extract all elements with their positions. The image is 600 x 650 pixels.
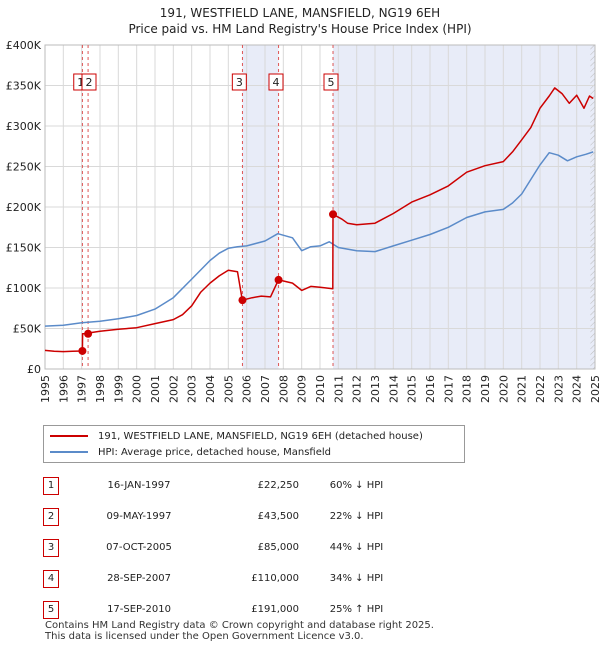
x-tick-label: 1998 [94, 375, 107, 403]
chart-title: 191, WESTFIELD LANE, MANSFIELD, NG19 6EH [160, 6, 440, 20]
sale-label-box [81, 73, 97, 91]
x-tick-label: 2001 [149, 375, 162, 403]
sales-table: 1 16-JAN-1997 £22,250 60% ↓ HPI 2 09-MAY… [43, 470, 414, 625]
sale-number-badge: 3 [43, 538, 59, 557]
sale-date: 28-SEP-2007 [107, 573, 171, 584]
x-tick-label: 2013 [369, 375, 382, 403]
sale-point [274, 275, 283, 284]
sale-hpi-diff: 60% ↓ HPI [329, 480, 384, 491]
sale-point [84, 329, 93, 338]
y-tick-label: £150K [6, 242, 42, 255]
table-row: 3 07-OCT-2005 £85,000 44% ↓ HPI [43, 532, 414, 563]
x-tick-label: 2007 [259, 375, 272, 403]
table-row: 1 16-JAN-1997 £22,250 60% ↓ HPI [43, 470, 414, 501]
x-tick-label: 2018 [461, 375, 474, 403]
x-tick-label: 2021 [516, 375, 529, 403]
x-tick-label: 2010 [314, 375, 327, 403]
table-row: 4 28-SEP-2007 £110,000 34% ↓ HPI [43, 563, 414, 594]
x-tick-label: 2004 [204, 375, 217, 403]
sale-label-number: 2 [86, 76, 93, 89]
sale-number-badge: 4 [43, 569, 59, 588]
x-tick-label: 2000 [131, 375, 144, 403]
sale-number-badge: 1 [43, 476, 59, 495]
price-chart: 191, WESTFIELD LANE, MANSFIELD, NG19 6EH… [6, 6, 600, 403]
x-tick-label: 2005 [222, 375, 235, 403]
y-tick-label: £200K [6, 201, 42, 214]
sale-date: 16-JAN-1997 [107, 480, 171, 491]
legend: 191, WESTFIELD LANE, MANSFIELD, NG19 6EH… [43, 425, 465, 463]
hpi-line [44, 151, 594, 327]
sale-label-number: 4 [273, 76, 280, 89]
x-tick-label: 2019 [479, 375, 492, 403]
y-tick-label: £50K [13, 323, 42, 336]
sale-point [329, 210, 338, 219]
property-price-line [44, 87, 594, 353]
sale-hpi-diff: 22% ↓ HPI [329, 511, 384, 522]
x-tick-label: 2023 [552, 375, 565, 403]
chart-subtitle: Price paid vs. HM Land Registry's House … [128, 22, 471, 36]
x-tick-label: 1996 [57, 375, 70, 403]
legend-label-hpi: HPI: Average price, detached house, Mans… [98, 446, 331, 458]
sale-hpi-diff: 25% ↑ HPI [329, 604, 384, 615]
legend-swatch-property [50, 435, 88, 437]
x-tick-label: 2017 [442, 375, 455, 403]
x-tick-label: 2008 [277, 375, 290, 403]
sale-point [78, 346, 87, 355]
x-tick-label: 2006 [241, 375, 254, 403]
sale-price: £85,000 [257, 542, 299, 553]
x-tick-label: 2020 [497, 375, 510, 403]
sale-number-badge: 5 [43, 600, 59, 619]
sale-date: 09-MAY-1997 [106, 511, 172, 522]
sale-price: £43,500 [257, 511, 299, 522]
sale-label-box [268, 73, 284, 91]
legend-item-property: 191, WESTFIELD LANE, MANSFIELD, NG19 6EH… [50, 428, 423, 444]
sale-label-box [231, 73, 247, 91]
sale-date: 07-OCT-2005 [106, 542, 172, 553]
plot-border [44, 44, 596, 370]
sale-price: £22,250 [257, 480, 299, 491]
x-tick-label: 2024 [571, 375, 584, 403]
sale-label-number: 5 [328, 76, 335, 89]
y-tick-label: £250K [6, 161, 42, 174]
sale-label-number: 3 [236, 76, 243, 89]
sale-number-badge: 2 [43, 507, 59, 526]
sale-date: 17-SEP-2010 [107, 604, 171, 615]
x-tick-label: 2014 [387, 375, 400, 403]
legend-swatch-hpi [50, 451, 88, 453]
sale-price: £191,000 [251, 604, 299, 615]
table-row: 5 17-SEP-2010 £191,000 25% ↑ HPI [43, 594, 414, 625]
y-tick-label: £100K [6, 282, 42, 295]
sale-point [238, 296, 247, 305]
sale-label-number: 1 [77, 76, 84, 89]
x-tick-label: 1997 [76, 375, 89, 403]
sale-price: £110,000 [251, 573, 299, 584]
x-tick-label: 2016 [424, 375, 437, 403]
y-tick-label: £300K [6, 120, 42, 133]
x-tick-label: 2025 [589, 375, 600, 403]
y-tick-label: £0 [27, 363, 41, 376]
x-tick-label: 2012 [351, 375, 364, 403]
sale-label-box [323, 73, 339, 91]
legend-label-property: 191, WESTFIELD LANE, MANSFIELD, NG19 6EH… [98, 430, 423, 442]
sale-hpi-diff: 34% ↓ HPI [329, 573, 384, 584]
x-tick-label: 2002 [167, 375, 180, 403]
footer-licence: This data is licensed under the Open Gov… [45, 631, 364, 642]
x-tick-label: 2009 [296, 375, 309, 403]
legend-item-hpi: HPI: Average price, detached house, Mans… [50, 444, 331, 460]
footer: Contains HM Land Registry data © Crown c… [45, 620, 434, 642]
table-row: 2 09-MAY-1997 £43,500 22% ↓ HPI [43, 501, 414, 532]
x-tick-label: 2022 [534, 375, 547, 403]
x-tick-label: 2015 [406, 375, 419, 403]
footer-copyright: Contains HM Land Registry data © Crown c… [45, 620, 434, 631]
x-tick-label: 1999 [112, 375, 125, 403]
x-tick-label: 2003 [186, 375, 199, 403]
x-tick-label: 1995 [39, 375, 52, 403]
y-tick-label: £350K [6, 80, 42, 93]
y-tick-label: £400K [6, 39, 42, 52]
x-tick-label: 2011 [332, 375, 345, 403]
sale-hpi-diff: 44% ↓ HPI [329, 542, 384, 553]
